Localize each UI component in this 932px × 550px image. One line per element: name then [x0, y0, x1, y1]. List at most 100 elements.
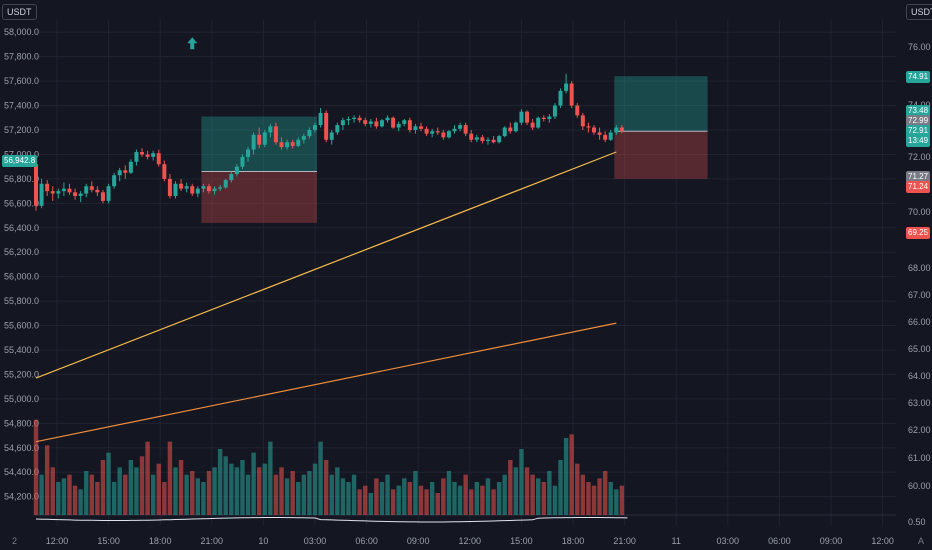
volume-bar	[223, 456, 228, 515]
volume-bar	[217, 449, 223, 515]
candle-body	[145, 154, 150, 157]
candle-body	[128, 161, 133, 173]
candle-body	[100, 192, 105, 201]
candle-body	[134, 152, 139, 162]
right-axis-tick: 70.00	[908, 207, 931, 217]
price-badge: 74.91	[906, 71, 931, 83]
volume-bar	[552, 485, 558, 515]
volume-bar	[569, 434, 574, 515]
candle-body	[56, 191, 61, 194]
candle-body	[352, 117, 357, 119]
x-axis-tick: 03:00	[304, 536, 327, 546]
candle-body	[452, 128, 457, 132]
candle-body	[385, 117, 390, 121]
candle-body	[223, 180, 228, 188]
volume-bar	[251, 452, 256, 515]
candle-body	[318, 112, 323, 126]
left-axis-tick: 57,800.0	[4, 52, 39, 62]
left-axis-tick: 54,600.0	[4, 443, 39, 453]
volume-bar	[608, 482, 613, 515]
x-axis-tick: 21:00	[613, 536, 636, 546]
volume-bar	[39, 474, 44, 515]
moving-average-slow	[35, 322, 617, 443]
candle-body	[273, 126, 278, 143]
candle-body	[614, 127, 619, 133]
candle-body	[502, 127, 507, 137]
right-axis-tick: 63.00	[908, 398, 931, 408]
candle-body	[363, 120, 368, 124]
candle-body	[296, 139, 301, 146]
candle-body	[279, 142, 284, 148]
candle-body	[619, 127, 624, 132]
current-price-label: 56,942.8	[2, 155, 38, 167]
right-currency-button[interactable]: USDT	[906, 4, 932, 20]
volume-bar	[296, 482, 301, 515]
volume-bar	[95, 482, 100, 515]
volume-bar	[106, 452, 111, 515]
right-axis-tick: 66.00	[908, 317, 931, 327]
volume-bar	[318, 441, 323, 515]
volume-bar	[284, 478, 290, 515]
candle-body	[162, 164, 167, 179]
volume-bar	[547, 471, 552, 515]
volume-bar	[418, 485, 424, 515]
price-badge: 69.25	[906, 227, 931, 239]
volume-bar	[61, 478, 67, 515]
volume-bar	[424, 489, 429, 515]
candle-body	[201, 186, 206, 189]
volume-bar	[44, 445, 50, 515]
position-stop-zone	[201, 171, 317, 223]
candle-body	[592, 127, 596, 133]
volume-bar	[89, 474, 94, 515]
left-currency-button[interactable]: USDT	[2, 4, 37, 20]
volume-bar	[619, 485, 625, 515]
candle-body	[34, 164, 38, 206]
candle-body	[446, 131, 451, 138]
candle-body	[246, 149, 251, 157]
candle-body	[268, 126, 273, 133]
candle-body	[140, 152, 145, 155]
candle-body	[485, 139, 490, 141]
volume-bar	[145, 441, 150, 515]
volume-bar	[563, 438, 569, 515]
auto-scale-button[interactable]: A	[918, 536, 925, 546]
x-axis-tick: 12:00	[459, 536, 482, 546]
candle-body	[50, 191, 55, 194]
volume-bar	[178, 460, 184, 515]
price-badge: 72.99	[906, 115, 931, 127]
right-axis-tick: 62.00	[908, 425, 931, 435]
x-axis-tick: 06:00	[768, 536, 791, 546]
candle-body	[151, 153, 156, 157]
bottom-left-marker[interactable]: 2	[12, 536, 18, 546]
volume-bar	[150, 474, 156, 515]
candle-body	[234, 166, 239, 174]
volume-bar	[206, 471, 212, 515]
volume-bar	[413, 471, 418, 515]
right-axis-tick: 72.00	[908, 152, 931, 162]
candle-body	[313, 125, 317, 130]
volume-bar	[390, 489, 396, 515]
candle-body	[112, 175, 117, 187]
candle-body	[84, 186, 89, 194]
candle-body	[463, 125, 468, 134]
volume-bar	[117, 467, 122, 515]
volume-bar	[329, 474, 334, 515]
volume-bar	[279, 467, 284, 515]
volume-bar	[184, 474, 189, 515]
volume-bar	[162, 482, 167, 515]
candle-body	[458, 125, 463, 129]
candle-body	[156, 153, 161, 165]
volume-bar	[190, 471, 195, 515]
candle-body	[413, 126, 418, 130]
left-axis-tick: 58,000.0	[4, 27, 39, 37]
right-axis-tick: 0.50	[908, 517, 926, 527]
volume-bar	[558, 460, 563, 515]
candle-body	[391, 117, 396, 128]
volume-bar	[212, 467, 217, 515]
volume-bar	[67, 474, 72, 515]
price-badge: 71.27	[906, 171, 931, 183]
volume-bar	[496, 482, 502, 515]
volume-bar	[446, 471, 452, 515]
